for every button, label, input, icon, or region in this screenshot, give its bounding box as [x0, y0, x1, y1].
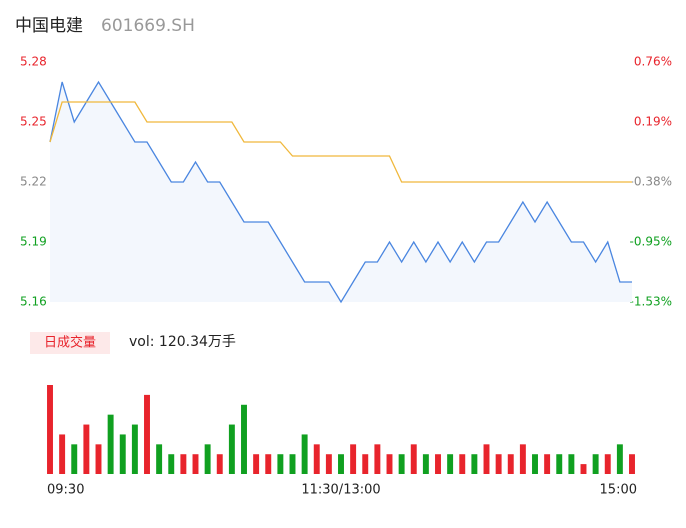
volume-bar	[459, 454, 466, 474]
volume-bar	[83, 424, 90, 474]
volume-bar	[374, 444, 381, 474]
volume-bar	[519, 444, 526, 474]
volume-bar	[422, 454, 429, 474]
volume-bar	[629, 454, 635, 474]
volume-bar	[289, 454, 296, 474]
volume-bar	[313, 444, 320, 474]
volume-bar	[544, 454, 551, 474]
volume-bar	[325, 454, 332, 474]
line-average	[49, 101, 632, 183]
volume-bar	[338, 454, 344, 474]
x-tick-label: 09:30	[47, 483, 84, 498]
volume-bar	[556, 454, 563, 474]
volume-bar	[532, 454, 538, 474]
volume-bar	[265, 454, 272, 474]
volume-bar	[47, 385, 53, 474]
price-area	[50, 82, 632, 302]
x-tick-label: 15:00	[600, 483, 637, 498]
volume-bar	[107, 414, 114, 474]
volume-bar	[483, 444, 490, 474]
volume-bar	[386, 454, 393, 474]
volume-bar	[604, 454, 611, 474]
volume-bar	[228, 424, 235, 474]
volume-bar	[144, 394, 150, 474]
volume-bar	[95, 444, 102, 474]
volume-title: 日成交量	[44, 335, 96, 351]
y-tick-label: 5.19	[20, 235, 47, 249]
y2-tick-label: -1.53%	[630, 295, 672, 309]
volume-bar	[616, 444, 623, 474]
volume-bar	[398, 454, 405, 474]
volume-bar	[447, 454, 454, 474]
volume-bar	[592, 454, 599, 474]
y-tick-label: 5.28	[20, 55, 47, 69]
volume-bar	[507, 454, 514, 474]
volume-bar	[568, 454, 575, 474]
volume-bar	[362, 454, 369, 474]
volume-bar	[119, 434, 126, 474]
volume-bar	[168, 454, 175, 474]
chart-title: 中国电建	[15, 16, 83, 36]
volume-bar	[204, 444, 211, 474]
y2-tick-label: 0.76%	[634, 55, 672, 69]
volume-bar	[59, 434, 66, 474]
volume-bar	[495, 454, 502, 474]
y-tick-label: 5.22	[20, 175, 47, 189]
volume-bar	[131, 424, 138, 474]
volume-bar	[241, 404, 247, 474]
y-tick-label: 5.16	[20, 295, 47, 309]
volume-badge	[30, 332, 110, 354]
y2-tick-label: 0.19%	[634, 115, 672, 129]
chart-subtitle: 601669.SH	[101, 16, 195, 36]
volume-bar	[301, 434, 308, 474]
y2-tick-label: -0.38%	[630, 175, 672, 189]
volume-bar	[277, 454, 284, 474]
volume-bar	[471, 454, 478, 474]
volume-bar	[350, 444, 357, 474]
volume-bar	[180, 454, 187, 474]
volume-bar	[253, 454, 260, 474]
line-price	[49, 80, 632, 304]
x-tick-label: 11:30/13:00	[301, 483, 380, 498]
y2-tick-label: -0.95%	[630, 235, 672, 249]
volume-bar	[580, 464, 587, 474]
volume-label: vol: 120.34万手	[129, 334, 236, 350]
volume-bar	[71, 444, 78, 474]
volume-bar	[410, 444, 417, 474]
y-tick-label: 5.25	[20, 115, 47, 129]
volume-bar	[192, 454, 199, 474]
volume-bar	[216, 454, 223, 474]
volume-bar	[435, 454, 441, 474]
volume-bar	[156, 444, 163, 474]
